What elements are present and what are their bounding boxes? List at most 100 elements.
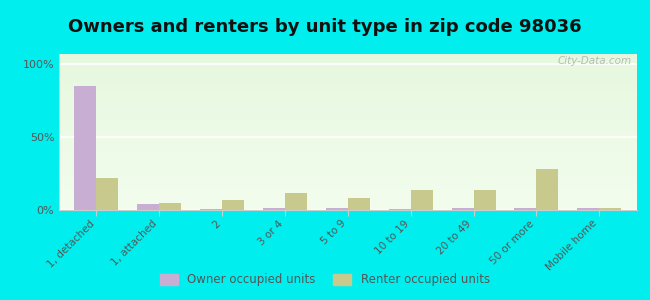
Bar — [58, 143, 637, 145]
Bar — [58, 134, 637, 135]
Bar — [58, 85, 637, 87]
Bar — [58, 194, 637, 196]
Bar — [58, 76, 637, 77]
Bar — [222, 200, 244, 210]
Bar — [58, 56, 637, 57]
Bar — [58, 176, 637, 177]
Bar — [58, 126, 637, 127]
Bar — [389, 209, 411, 210]
Bar — [74, 86, 96, 210]
Bar — [58, 59, 637, 60]
Bar — [577, 208, 599, 210]
Bar — [58, 60, 637, 62]
Bar — [58, 169, 637, 171]
Bar — [58, 174, 637, 176]
Bar — [58, 79, 637, 80]
Bar — [58, 99, 637, 101]
Bar — [58, 129, 637, 130]
Bar — [58, 166, 637, 168]
Bar — [58, 141, 637, 143]
Bar — [58, 188, 637, 190]
Bar — [58, 165, 637, 166]
Bar — [58, 148, 637, 149]
Bar — [58, 152, 637, 154]
Bar — [58, 68, 637, 70]
Bar — [58, 102, 637, 104]
Bar — [58, 106, 637, 107]
Bar — [58, 123, 637, 124]
Bar — [58, 63, 637, 65]
Bar — [452, 208, 473, 210]
Bar — [58, 65, 637, 67]
Bar — [58, 171, 637, 172]
Bar — [58, 71, 637, 73]
Bar — [58, 207, 637, 208]
Bar — [58, 124, 637, 126]
Bar — [411, 190, 433, 210]
Bar — [58, 54, 637, 56]
Bar — [58, 154, 637, 155]
Bar — [58, 180, 637, 182]
Bar — [536, 169, 558, 210]
Bar — [58, 119, 637, 121]
Bar — [58, 62, 637, 63]
Bar — [58, 137, 637, 138]
Bar — [58, 204, 637, 205]
Bar — [285, 193, 307, 210]
Bar — [137, 204, 159, 210]
Bar — [58, 101, 637, 102]
Bar — [58, 104, 637, 106]
Bar — [58, 82, 637, 84]
Text: City-Data.com: City-Data.com — [557, 56, 631, 66]
Bar — [58, 88, 637, 90]
Bar — [58, 92, 637, 93]
Bar — [58, 145, 637, 146]
Bar — [58, 182, 637, 184]
Bar — [58, 196, 637, 197]
Bar — [58, 73, 637, 74]
Bar — [58, 140, 637, 141]
Bar — [58, 158, 637, 160]
Bar — [58, 116, 637, 118]
Bar — [58, 168, 637, 170]
Bar — [159, 203, 181, 210]
Bar — [58, 146, 637, 148]
Bar — [58, 135, 637, 137]
Bar — [58, 96, 637, 98]
Bar — [58, 98, 637, 99]
Bar — [58, 57, 637, 59]
Bar — [58, 187, 637, 188]
Bar — [58, 118, 637, 119]
Bar — [473, 190, 495, 210]
Bar — [58, 162, 637, 163]
Bar — [58, 67, 637, 68]
Bar — [58, 201, 637, 202]
Bar — [58, 191, 637, 193]
Bar — [326, 208, 348, 210]
Bar — [58, 205, 637, 207]
Bar — [58, 94, 637, 96]
Bar — [58, 138, 637, 140]
Legend: Owner occupied units, Renter occupied units: Owner occupied units, Renter occupied un… — [155, 269, 495, 291]
Bar — [58, 197, 637, 199]
Bar — [58, 107, 637, 109]
Bar — [58, 202, 637, 204]
Bar — [514, 208, 536, 210]
Bar — [58, 179, 637, 180]
Bar — [58, 70, 637, 71]
Bar — [58, 112, 637, 113]
Bar — [58, 77, 637, 79]
Bar — [58, 127, 637, 129]
Bar — [96, 178, 118, 210]
Bar — [58, 155, 637, 157]
Bar — [58, 113, 637, 115]
Bar — [58, 93, 637, 94]
Bar — [58, 177, 637, 179]
Bar — [58, 149, 637, 151]
Bar — [58, 90, 637, 92]
Bar — [58, 190, 637, 191]
Bar — [58, 151, 637, 152]
Bar — [58, 160, 637, 162]
Bar — [58, 87, 637, 88]
Bar — [599, 208, 621, 210]
